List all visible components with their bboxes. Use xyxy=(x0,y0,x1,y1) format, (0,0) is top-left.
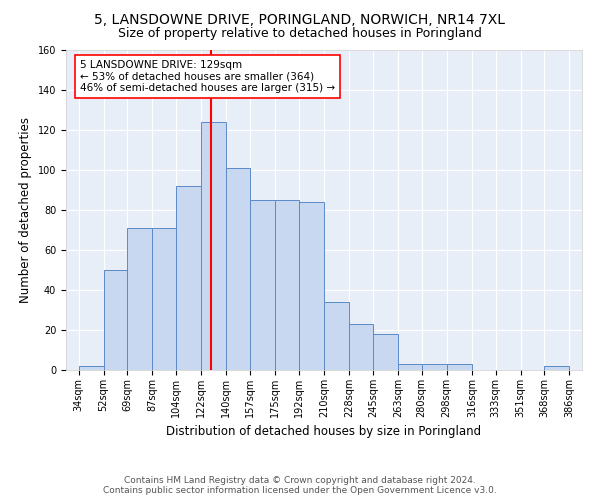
Bar xyxy=(104,270,127,370)
Bar xyxy=(299,202,324,370)
Bar xyxy=(152,228,176,370)
Bar xyxy=(250,200,275,370)
Bar xyxy=(422,364,447,370)
Text: Contains HM Land Registry data © Crown copyright and database right 2024.
Contai: Contains HM Land Registry data © Crown c… xyxy=(103,476,497,495)
Bar xyxy=(373,334,398,370)
Bar xyxy=(324,302,349,370)
Bar xyxy=(127,228,152,370)
Y-axis label: Number of detached properties: Number of detached properties xyxy=(19,117,32,303)
Bar xyxy=(349,324,373,370)
Text: 5 LANSDOWNE DRIVE: 129sqm
← 53% of detached houses are smaller (364)
46% of semi: 5 LANSDOWNE DRIVE: 129sqm ← 53% of detac… xyxy=(80,60,335,93)
Bar xyxy=(79,366,104,370)
Bar xyxy=(201,122,226,370)
X-axis label: Distribution of detached houses by size in Poringland: Distribution of detached houses by size … xyxy=(166,426,482,438)
Bar xyxy=(176,186,201,370)
Text: 5, LANSDOWNE DRIVE, PORINGLAND, NORWICH, NR14 7XL: 5, LANSDOWNE DRIVE, PORINGLAND, NORWICH,… xyxy=(95,12,505,26)
Bar xyxy=(398,364,422,370)
Text: Size of property relative to detached houses in Poringland: Size of property relative to detached ho… xyxy=(118,28,482,40)
Bar xyxy=(544,366,569,370)
Bar xyxy=(226,168,250,370)
Bar xyxy=(275,200,299,370)
Bar xyxy=(447,364,472,370)
